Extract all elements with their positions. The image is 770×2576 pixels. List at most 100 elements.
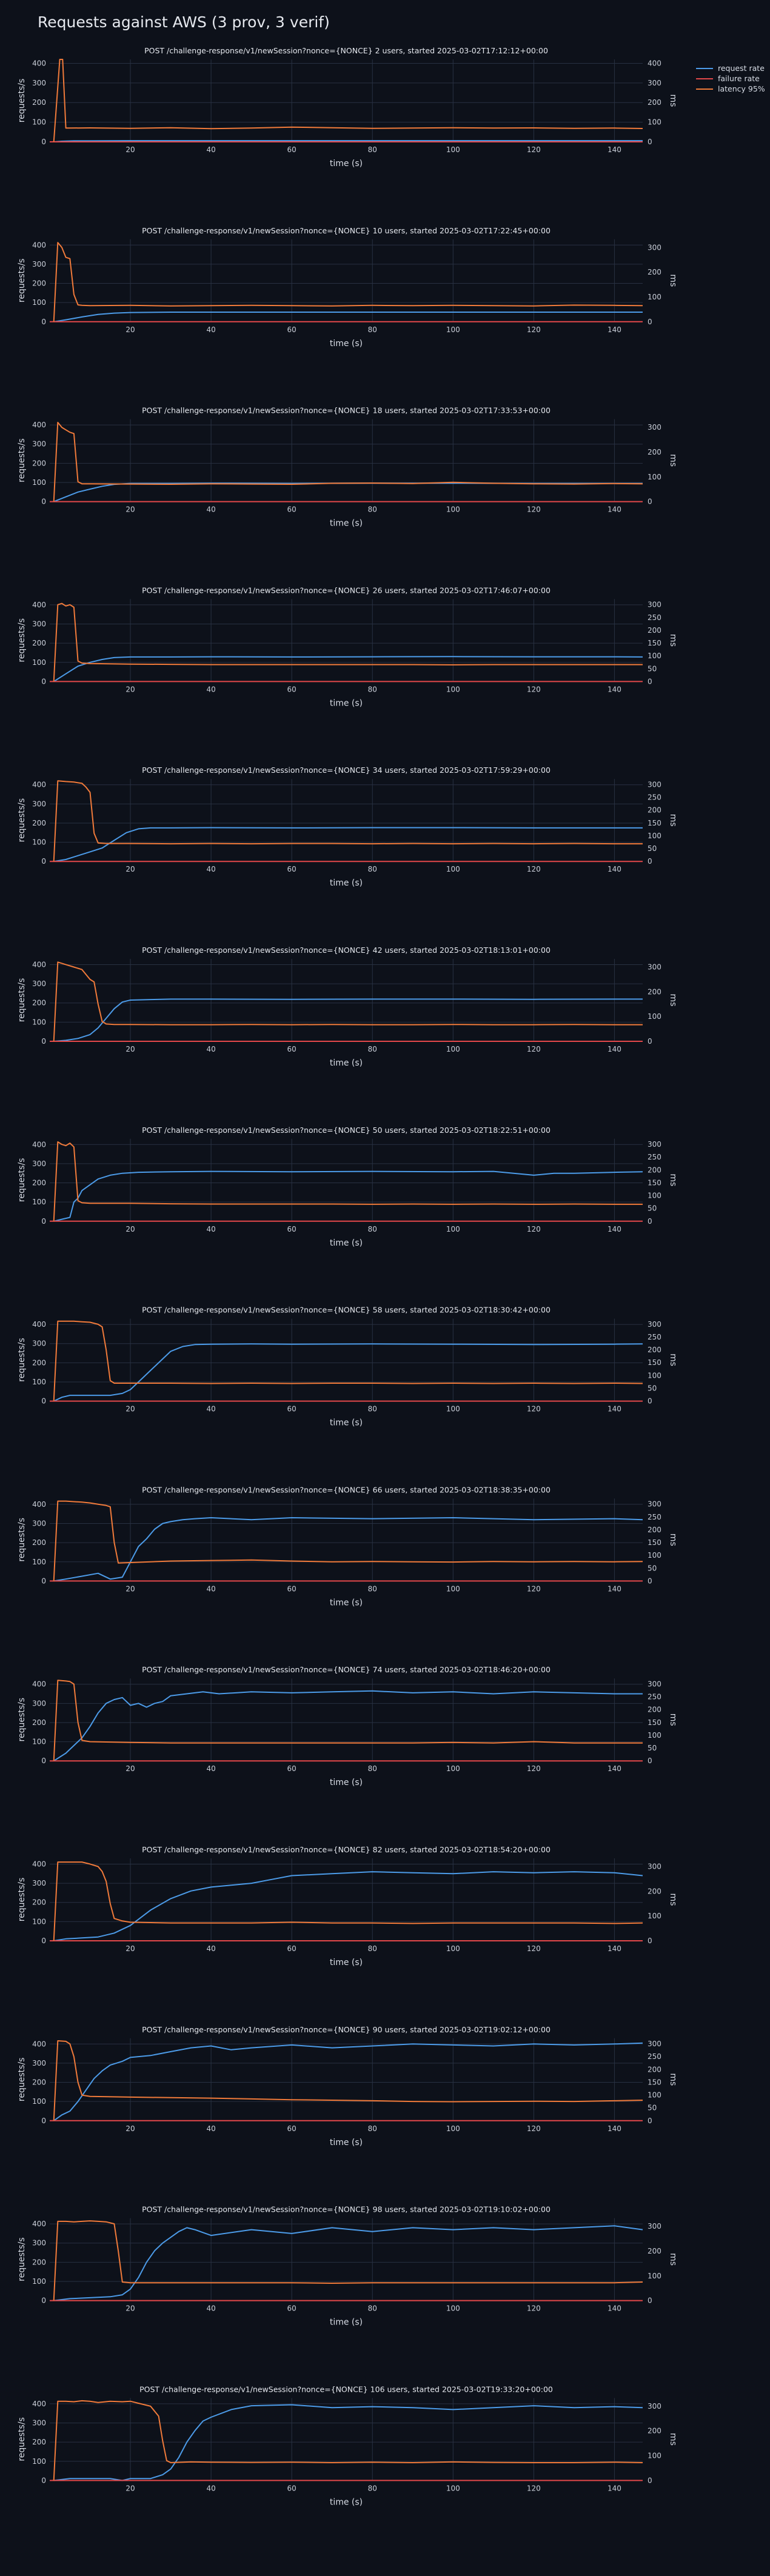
x-tick-label: 20 (126, 2304, 135, 2313)
y-tick-label: 0 (41, 1397, 46, 1406)
y-tick-label: 100 (32, 658, 46, 667)
y2-tick-label: 50 (648, 1204, 657, 1213)
x-axis-label: time (s) (330, 2497, 363, 2507)
x-axis-label: time (s) (330, 878, 363, 888)
x-tick-label: 100 (446, 685, 460, 693)
x-tick-label: 140 (608, 1584, 621, 1593)
series-line-latency-95- (53, 602, 643, 682)
y2-tick-label: 300 (648, 1680, 661, 1688)
y2-tick-label: 300 (648, 601, 661, 609)
series-line-latency-95- (53, 961, 643, 1042)
y-tick-label: 400 (32, 1500, 46, 1509)
y-tick-label: 400 (32, 601, 46, 609)
x-tick-label: 100 (446, 2484, 460, 2492)
x-tick-label: 20 (126, 1225, 135, 1233)
y-axis-label: requests/s (17, 2237, 27, 2281)
x-tick-label: 80 (368, 865, 377, 873)
y2-tick-label: 0 (648, 138, 652, 146)
legend-label: failure rate (718, 74, 760, 83)
chart-title: POST /challenge-response/v1/newSession?n… (142, 1485, 551, 1494)
x-tick-label: 140 (608, 2304, 621, 2313)
chart-title: POST /challenge-response/v1/newSession?n… (142, 1126, 551, 1135)
y2-tick-label: 0 (648, 1757, 652, 1765)
y2-tick-label: 100 (648, 652, 661, 660)
y2-axis-label: ms (668, 2433, 678, 2446)
x-axis-label: time (s) (330, 159, 363, 169)
series-line-request-rate (53, 827, 643, 863)
x-tick-label: 100 (446, 1584, 460, 1593)
legend-item-failure-rate[interactable]: failure rate (696, 73, 765, 84)
x-tick-label: 120 (527, 1764, 541, 1773)
x-tick-label: 120 (527, 865, 541, 873)
x-tick-label: 20 (126, 1944, 135, 1953)
x-tick-label: 140 (608, 2484, 621, 2492)
x-tick-label: 100 (446, 325, 460, 334)
y2-tick-label: 100 (648, 1731, 661, 1740)
y2-tick-label: 100 (648, 1192, 661, 1200)
series-line-request-rate (53, 2042, 643, 2121)
y-tick-label: 300 (32, 799, 46, 808)
y2-tick-label: 300 (648, 963, 661, 971)
x-tick-label: 40 (206, 2484, 215, 2492)
x-tick-label: 120 (527, 1045, 541, 1053)
y-tick-label: 200 (32, 819, 46, 827)
series-line-request-rate (53, 2225, 643, 2301)
chart-panel: POST /challenge-response/v1/newSession?n… (17, 2205, 678, 2327)
y-axis-label: requests/s (17, 79, 27, 123)
y2-axis-label: ms (668, 634, 678, 647)
y2-tick-label: 0 (648, 498, 652, 506)
y2-tick-label: 300 (648, 2222, 661, 2231)
x-tick-label: 100 (446, 145, 460, 154)
x-tick-label: 100 (446, 1764, 460, 1773)
chart-title: POST /challenge-response/v1/newSession?n… (142, 406, 551, 415)
y2-tick-label: 150 (648, 1538, 661, 1547)
chart-panel: POST /challenge-response/v1/newSession?n… (17, 1845, 678, 1967)
y2-tick-label: 0 (648, 1217, 652, 1226)
y2-tick-label: 50 (648, 664, 657, 673)
y2-tick-label: 100 (648, 1551, 661, 1560)
x-tick-label: 120 (527, 2124, 541, 2133)
y2-tick-label: 200 (648, 1706, 661, 1714)
y-tick-label: 200 (32, 2078, 46, 2087)
chart-panel: POST /challenge-response/v1/newSession?n… (17, 1665, 678, 1787)
y2-tick-label: 200 (648, 2247, 661, 2255)
y-tick-label: 100 (32, 1378, 46, 1386)
y2-tick-label: 150 (648, 819, 661, 827)
y2-tick-label: 300 (648, 1140, 661, 1149)
y-tick-label: 100 (32, 1738, 46, 1746)
y2-axis-label: ms (668, 274, 678, 287)
x-tick-label: 60 (287, 1225, 296, 1233)
legend-item-latency[interactable]: latency 95% (696, 84, 765, 94)
y2-tick-label: 100 (648, 473, 661, 481)
chart-panel: POST /challenge-response/v1/newSession?n… (17, 1126, 678, 1248)
y-axis-label: requests/s (17, 1338, 27, 1382)
x-tick-label: 140 (608, 1045, 621, 1053)
chart-title: POST /challenge-response/v1/newSession?n… (142, 586, 551, 595)
x-axis-label: time (s) (330, 2138, 363, 2147)
series-line-request-rate (53, 656, 643, 682)
series-line-request-rate (53, 1170, 643, 1222)
x-tick-label: 60 (287, 145, 296, 154)
y2-tick-label: 0 (648, 2476, 652, 2484)
series-line-request-rate (53, 482, 643, 502)
y2-tick-label: 300 (648, 79, 661, 87)
series-line-latency-95- (53, 421, 643, 502)
x-tick-label: 20 (126, 145, 135, 154)
series-line-request-rate (53, 2404, 643, 2481)
y-tick-label: 300 (32, 440, 46, 449)
x-tick-label: 140 (608, 1405, 621, 1413)
x-tick-label: 40 (206, 145, 215, 154)
y-axis-label: requests/s (17, 618, 27, 662)
y-tick-label: 0 (41, 1937, 46, 1945)
x-tick-label: 120 (527, 506, 541, 514)
legend-item-request-rate[interactable]: request rate (696, 63, 765, 73)
x-tick-label: 80 (368, 1584, 377, 1593)
x-tick-label: 100 (446, 1944, 460, 1953)
y2-tick-label: 300 (648, 2040, 661, 2048)
x-axis-label: time (s) (330, 1058, 363, 1068)
y-axis-label: requests/s (17, 1158, 27, 1203)
x-tick-label: 40 (206, 1584, 215, 1593)
x-tick-label: 80 (368, 2124, 377, 2133)
x-tick-label: 80 (368, 1225, 377, 1233)
series-line-latency-95- (53, 1141, 643, 1221)
